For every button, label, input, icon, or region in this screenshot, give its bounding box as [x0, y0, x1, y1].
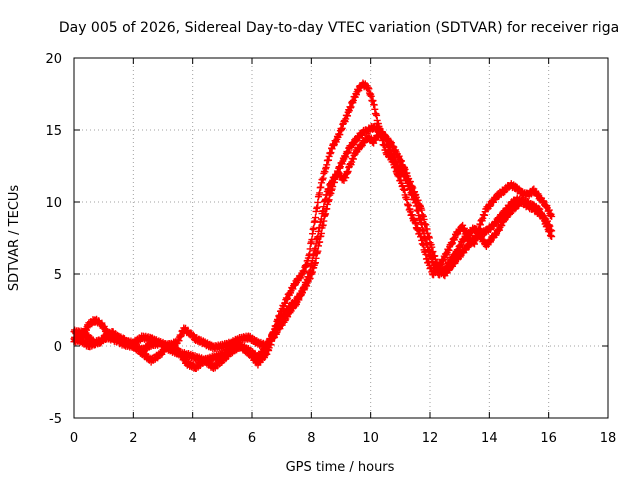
chart-title: Day 005 of 2026, Sidereal Day-to-day VTE…	[59, 20, 619, 36]
x-tick-label: 4	[189, 431, 197, 446]
data-point	[308, 236, 316, 244]
data-point	[311, 214, 319, 222]
y-tick-label: 10	[45, 196, 62, 211]
ticks: 0 2 4 6 8 10 12 14 16 18 -5 0 5 10 15 20	[45, 52, 616, 446]
x-tick-label: 6	[248, 431, 256, 446]
x-axis-label: GPS time / hours	[286, 460, 395, 475]
y-tick-label: 0	[54, 340, 62, 355]
x-tick-label: 12	[422, 431, 439, 446]
x-tick-label: 14	[481, 431, 498, 446]
y-tick-label: 20	[45, 52, 62, 67]
x-tick-label: 18	[600, 431, 617, 446]
x-tick-label: 10	[362, 431, 379, 446]
plot-frame	[73, 57, 609, 419]
y-tick-label: 15	[45, 124, 62, 139]
data-point	[548, 212, 556, 220]
series-track-c	[70, 79, 556, 353]
y-tick-label: 5	[54, 268, 62, 283]
y-tick-label: -5	[49, 412, 62, 427]
grid	[74, 58, 608, 418]
x-tick-label: 0	[70, 431, 78, 446]
series-layer	[70, 79, 556, 373]
data-point	[548, 233, 556, 241]
y-axis-label: SDTVAR / TECUs	[7, 185, 22, 292]
x-tick-label: 2	[129, 431, 137, 446]
x-tick-label: 8	[307, 431, 315, 446]
data-point	[310, 224, 318, 232]
x-tick-label: 16	[540, 431, 557, 446]
